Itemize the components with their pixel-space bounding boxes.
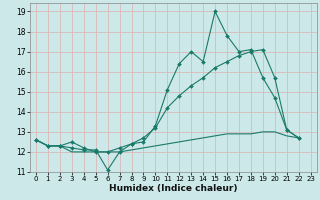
X-axis label: Humidex (Indice chaleur): Humidex (Indice chaleur): [109, 184, 237, 193]
